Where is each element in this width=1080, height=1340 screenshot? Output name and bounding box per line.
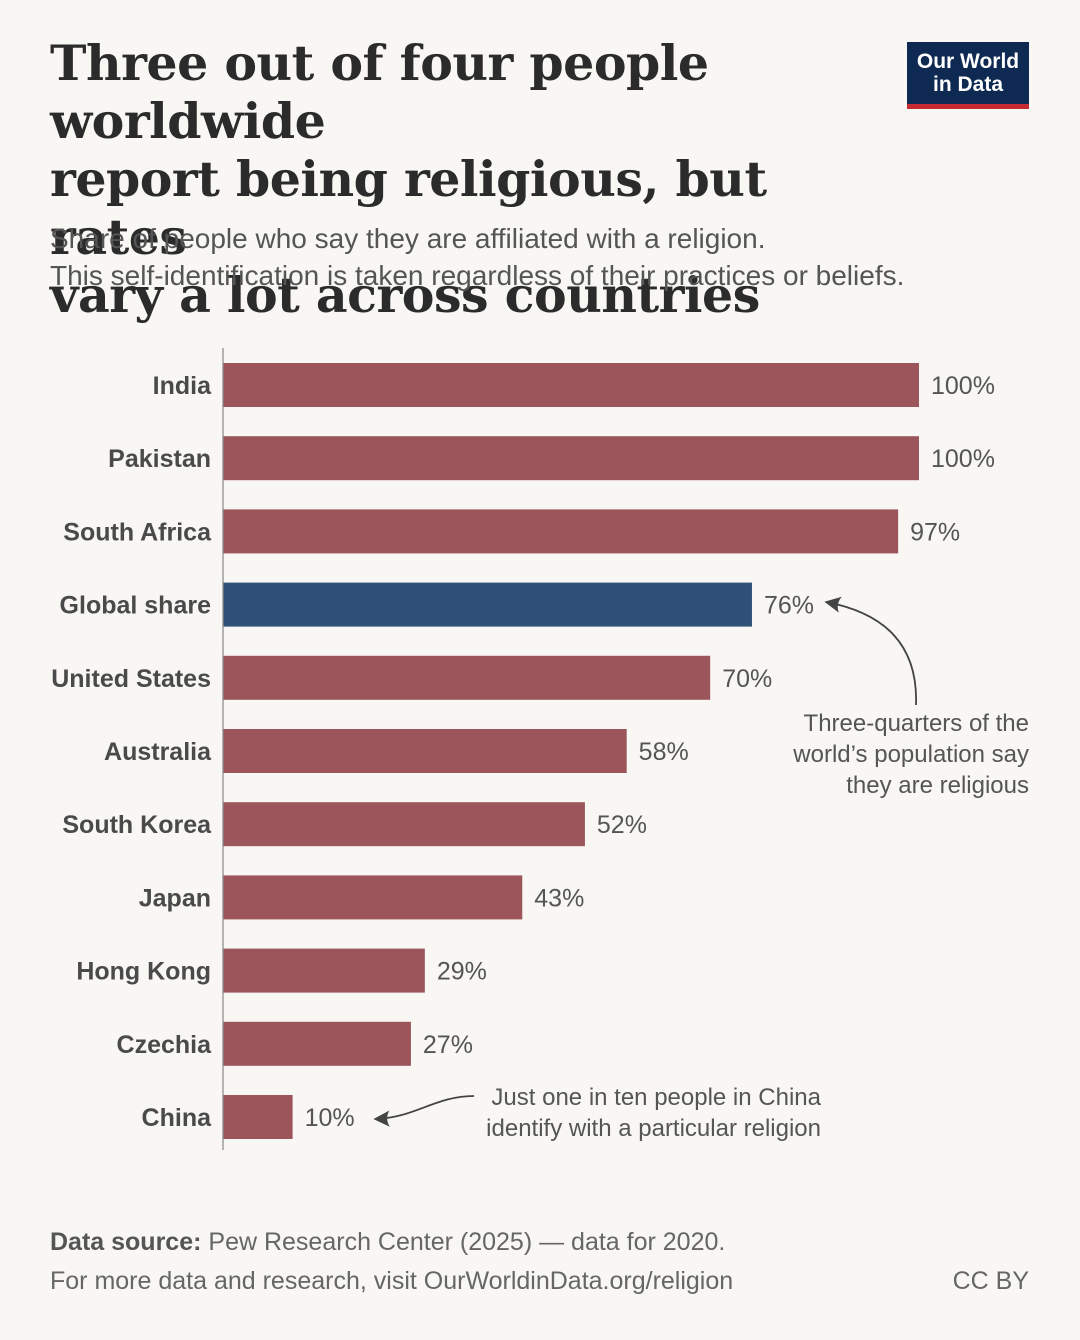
bar-chart: India 100% Pakistan 100% South Africa 97% Glob…	[51, 348, 1029, 1150]
bar-united-states	[223, 655, 711, 700]
bar-australia	[223, 729, 627, 773]
bar-india	[223, 363, 919, 407]
category-label-pakistan: Pakistan	[108, 445, 211, 473]
subtitle-line-1: Share of people who say they are affilia…	[50, 223, 766, 254]
annotation-global-line-1: Three-quarters of the	[804, 710, 1029, 737]
category-label-china: China	[142, 1104, 213, 1132]
owid-logo[interactable]: Our World in Data	[907, 42, 1029, 109]
category-label-united-states: United States	[51, 665, 211, 693]
title-line-2: report being religious, but rates	[50, 150, 767, 266]
value-label-japan: 43%	[534, 884, 584, 912]
more-info-link[interactable]: For more data and research, visit OurWor…	[50, 1267, 734, 1295]
value-label-pakistan: 100%	[931, 445, 995, 473]
category-label-south-africa: South Africa	[63, 518, 212, 546]
category-label-hong-kong: Hong Kong	[76, 958, 211, 986]
bar-czechia	[223, 1021, 411, 1066]
logo-line-1: Our World	[916, 50, 1020, 73]
value-label-united-states: 70%	[722, 665, 772, 693]
category-label-japan: Japan	[139, 884, 211, 912]
annotation-global-line-2: world’s population say	[792, 741, 1029, 768]
logo-line-2: in Data	[932, 73, 1003, 96]
category-label-australia: Australia	[104, 738, 212, 766]
bar-global-share	[223, 582, 752, 627]
value-label-global-share: 76%	[764, 592, 814, 620]
value-label-australia: 58%	[639, 738, 689, 766]
data-source-label: Data source:	[50, 1228, 202, 1256]
bar-pakistan	[223, 436, 919, 481]
annotation-arrow-china	[373, 1095, 475, 1127]
category-label-south-korea: South Korea	[62, 811, 212, 839]
bar-china	[223, 1095, 293, 1139]
bar-japan	[223, 875, 523, 920]
title-line-3: vary a lot across countries	[50, 266, 760, 324]
value-label-south-africa: 97%	[910, 518, 960, 546]
data-source: Data source: Pew Research Center (2025) …	[50, 1228, 725, 1257]
annotation-global-line-3: they are religious	[846, 772, 1029, 799]
annotation-china-line-1: Just one in ten people in China	[491, 1084, 821, 1111]
value-label-czechia: 27%	[423, 1031, 473, 1059]
bars-layer: India 100% Pakistan 100% South Africa 97% Glob…	[51, 363, 995, 1139]
bar-hong-kong	[223, 948, 425, 993]
chart-title: Three out of four people worldwide repor…	[50, 34, 890, 324]
title-line-1: Three out of four people worldwide	[50, 34, 709, 150]
annotation-china-line-2: identify with a particular religion	[486, 1115, 821, 1142]
annotation-arrow-global	[824, 596, 917, 706]
category-label-czechia: Czechia	[117, 1031, 213, 1059]
subtitle-line-2: This self-identification is taken regard…	[50, 260, 905, 291]
value-label-south-korea: 52%	[597, 811, 647, 839]
data-source-text: Pew Research Center (2025) — data for 20…	[201, 1228, 726, 1256]
license-label: CC BY	[952, 1267, 1029, 1295]
category-label-global-share: Global share	[60, 592, 212, 620]
value-label-hong-kong: 29%	[437, 958, 487, 986]
bar-south-korea	[223, 802, 585, 847]
category-label-india: India	[153, 372, 212, 400]
value-label-india: 100%	[931, 372, 995, 400]
annotations-layer: Three-quarters of the world’s population…	[373, 596, 1029, 1142]
value-label-china: 10%	[305, 1104, 355, 1132]
bar-south-africa	[223, 509, 899, 554]
chart-subtitle: Share of people who say they are affilia…	[50, 220, 1040, 294]
